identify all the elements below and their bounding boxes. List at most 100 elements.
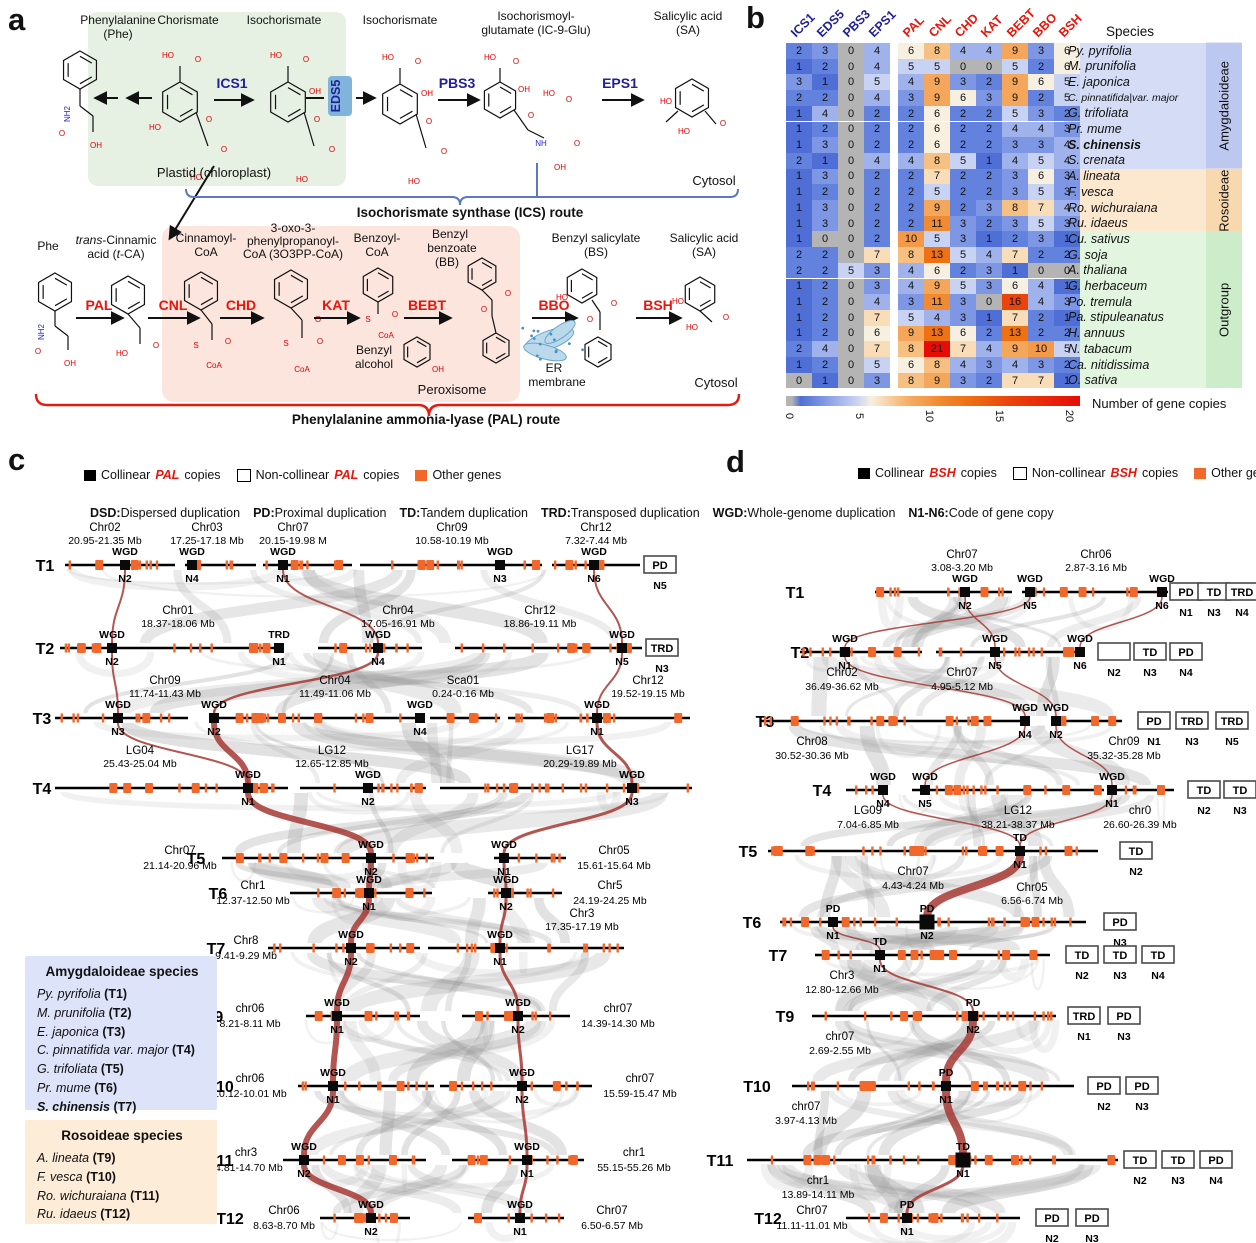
- pathway-label: Salicylic acid: [669, 231, 739, 245]
- chromosome-label: Chr5: [598, 880, 623, 892]
- chromosome-label: N6: [1073, 660, 1087, 672]
- other-gene-block: [405, 853, 414, 863]
- pathway-label: (SA): [676, 23, 700, 37]
- other-gene-tick: [167, 713, 171, 723]
- atom-label: HO: [116, 349, 128, 358]
- chromosome-label: TD: [956, 1141, 970, 1153]
- box-type-label: TRD: [1221, 716, 1244, 728]
- other-gene-tick: [343, 888, 347, 898]
- chromosome-label: 17.25-17.18 Mb: [170, 535, 244, 547]
- heatmap-cell: 0: [838, 294, 864, 310]
- red-gene-ribbons: [111, 569, 1163, 1214]
- other-gene-tick: [987, 917, 991, 927]
- synteny-row-T7: T7 Chr3 12.80-12.66 Mb TD N1 TD N2 TD N3 TD N4: [769, 936, 1175, 996]
- other-gene-tick: [391, 560, 394, 570]
- heatmap-cell: 4: [1002, 121, 1028, 138]
- atom-label: O: [720, 119, 726, 128]
- other-gene-block: [109, 783, 118, 793]
- chromosome-label: 20.15-19.98 M: [259, 535, 327, 547]
- heatmap-cell: 6: [1054, 58, 1080, 75]
- pathway-label: Benzoyl-: [353, 231, 401, 245]
- other-gene-block: [868, 647, 877, 657]
- other-gene-tick: [484, 783, 487, 793]
- chromosome-label: N1: [513, 1226, 527, 1238]
- box-copy-label: N3: [1117, 1031, 1131, 1043]
- other-gene-tick: [891, 716, 895, 726]
- molecule-structure: HO O HO: [660, 78, 726, 136]
- other-gene-tick: [268, 853, 271, 863]
- chromosome-label: 35.32-35.28 Mb: [1087, 750, 1161, 762]
- other-gene-tick: [279, 943, 282, 953]
- chromosome-label: chr1: [623, 1147, 645, 1159]
- atom-label: OH: [90, 141, 102, 150]
- chromosome-label: 14.39-14.30 Mb: [581, 1018, 655, 1030]
- other-gene-tick: [871, 846, 874, 856]
- heatmap-cell: 1: [812, 372, 838, 389]
- other-gene-tick: [837, 950, 840, 960]
- other-gene-tick: [1096, 716, 1099, 726]
- heatmap-cell: 7: [1002, 309, 1028, 326]
- heatmap-cell: 13: [1002, 325, 1028, 342]
- other-gene-block: [365, 713, 374, 723]
- other-gene-block: [320, 853, 329, 863]
- collinear-copy-marker: [1015, 846, 1025, 856]
- other-gene-tick: [1011, 1011, 1015, 1021]
- box-type-label: TRD: [1231, 587, 1254, 599]
- atom-label: OH: [64, 359, 76, 368]
- chromosome-label: Sca01: [447, 675, 480, 687]
- other-gene-tick: [460, 643, 463, 653]
- collinear-copy-marker: [517, 1081, 527, 1091]
- heatmap-cell: 2: [1028, 90, 1054, 106]
- heatmap-cell: 6: [924, 137, 950, 153]
- atom-label: O: [441, 147, 447, 156]
- chromosome-label: WGD: [514, 1141, 540, 1153]
- species-label: G. trifoliata: [1068, 106, 1129, 121]
- chromosome-label: WGD: [235, 769, 261, 781]
- chromosome-label: Chr02: [826, 667, 857, 679]
- other-gene-tick: [210, 643, 213, 653]
- collinear-copy-marker: [364, 888, 374, 898]
- heatmap-cell: 7: [1028, 200, 1054, 216]
- other-gene-tick: [982, 1011, 985, 1021]
- synteny-row-T5: T5 Chr07 4.43-4.24 Mb TD N1 TD N2: [739, 832, 1153, 892]
- chromosome-label: Chr3: [830, 970, 855, 982]
- pathway-label: Peroxisome: [417, 382, 487, 397]
- heatmap-cell: 5: [1002, 105, 1028, 122]
- heatmap-cell: 5: [950, 152, 976, 169]
- heatmap-cell: 2: [976, 372, 1002, 389]
- other-gene-tick: [291, 713, 295, 723]
- pathway-label: trans-Cinnamic: [76, 234, 157, 247]
- collinear-copy-marker: [209, 713, 219, 723]
- species-label: Pa. stipuleanatus: [1068, 310, 1164, 325]
- other-gene-tick: [920, 846, 924, 856]
- pathway-label: Cytosol: [694, 375, 738, 390]
- heatmap-cell: 2: [864, 184, 890, 200]
- non-collinear-copy-box: [1125, 1076, 1159, 1095]
- atom-label: OH: [518, 85, 530, 94]
- other-gene-block: [893, 647, 902, 657]
- chromosome-label: WGD: [912, 771, 938, 783]
- atom-label: HO: [660, 97, 672, 106]
- atom-label: O: [221, 145, 227, 154]
- box-type-label: TRD: [1181, 716, 1204, 728]
- other-gene-block: [879, 1213, 888, 1223]
- chromosome-label: PD: [920, 903, 935, 915]
- heatmap-cell: 2: [812, 262, 838, 279]
- atom-label: CoA: [206, 361, 222, 370]
- chromosome-label: 13.89-14.11 Mb: [782, 1189, 855, 1201]
- chromosome-label: Chr07: [164, 845, 195, 857]
- chromosome-label: 11.11-11.01 Mb: [776, 1220, 847, 1232]
- collinear-copy-marker: [495, 943, 505, 953]
- heatmap-cell: 5: [1028, 215, 1054, 232]
- molecule-structure: NH2 O OH: [59, 50, 102, 150]
- heatmap-cell: 4: [898, 262, 924, 279]
- other-gene-tick: [770, 1155, 774, 1165]
- atom-label: O: [59, 129, 65, 138]
- pathway-label: CoA: [194, 245, 218, 259]
- other-gene-tick: [155, 560, 159, 570]
- other-gene-tick: [579, 783, 583, 793]
- collinear-copy-marker: [299, 1155, 309, 1165]
